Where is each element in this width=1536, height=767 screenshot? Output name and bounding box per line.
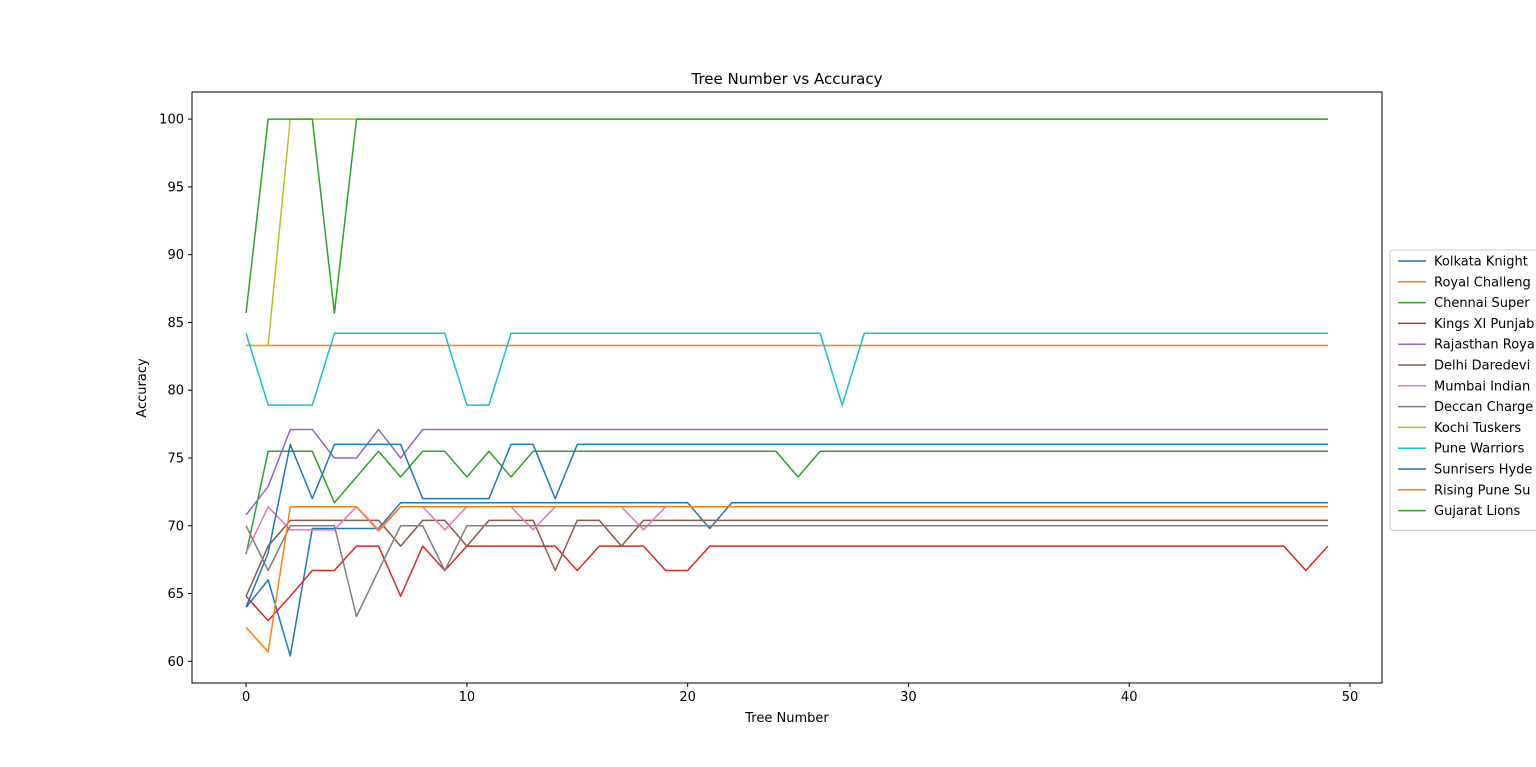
- y-tick-label: 90: [167, 248, 184, 263]
- y-tick-label: 85: [167, 316, 184, 331]
- series-line-4: [245, 428, 1328, 516]
- series-line-0: [245, 501, 1328, 657]
- legend-label: Delhi Daredevi: [1434, 359, 1530, 374]
- legend-label: Rajasthan Roya: [1434, 338, 1535, 353]
- plot-area-frame: [191, 91, 1383, 684]
- legend-label: Sunrisers Hyde: [1434, 463, 1532, 478]
- y-tick-label: 80: [167, 384, 184, 399]
- x-tick-label: 20: [679, 690, 696, 705]
- legend-label: Chennai Super: [1434, 296, 1530, 311]
- x-tick-label: 0: [242, 690, 250, 705]
- legend-label: Kochi Tuskers: [1434, 421, 1521, 436]
- series-line-11: [245, 506, 1328, 653]
- x-tick-label: 50: [1342, 690, 1359, 705]
- x-tick-label: 30: [900, 690, 917, 705]
- y-tick-label: 60: [167, 655, 184, 670]
- series-line-8: [246, 118, 1328, 347]
- legend-label: Kolkata Knight: [1434, 255, 1528, 270]
- series-line-3: [245, 545, 1329, 622]
- y-tick-label: 70: [167, 519, 184, 534]
- legend-label: Rising Pune Su: [1434, 483, 1530, 498]
- series-line-12: [245, 118, 1328, 314]
- x-axis-label: Tree Number: [744, 711, 829, 726]
- series-line-7: [245, 525, 1328, 618]
- series-line-9: [245, 332, 1328, 406]
- y-tick-label: 95: [167, 180, 184, 195]
- series-line-10: [245, 443, 1328, 608]
- legend-label: Deccan Charge: [1434, 400, 1533, 415]
- plot-series: [245, 118, 1329, 657]
- x-axis: 0 10 20 30 40 50: [242, 683, 1358, 705]
- y-tick-label: 100: [159, 113, 184, 128]
- y-axis: 60 65 70 75 80 85 90 95 100: [159, 113, 192, 670]
- legend-label: Royal Challeng: [1434, 275, 1531, 290]
- legend-label: Pune Warriors: [1434, 442, 1525, 457]
- y-axis-label: Accuracy: [135, 358, 150, 418]
- legend: Kolkata Knight Royal Challeng Chennai Supe…: [1389, 249, 1536, 531]
- legend-label: Gujarat Lions: [1434, 504, 1520, 519]
- legend-label: Mumbai Indian: [1434, 379, 1530, 394]
- y-tick-label: 75: [167, 451, 184, 466]
- legend-label: Kings XI Punjab: [1434, 317, 1534, 332]
- series-line-2: [245, 450, 1328, 555]
- chart-title: Tree Number vs Accuracy: [691, 70, 883, 88]
- y-tick-label: 65: [167, 587, 184, 602]
- series-line-5: [245, 519, 1328, 597]
- x-tick-label: 40: [1121, 690, 1138, 705]
- legend-box: [1389, 249, 1536, 531]
- x-tick-label: 10: [459, 690, 476, 705]
